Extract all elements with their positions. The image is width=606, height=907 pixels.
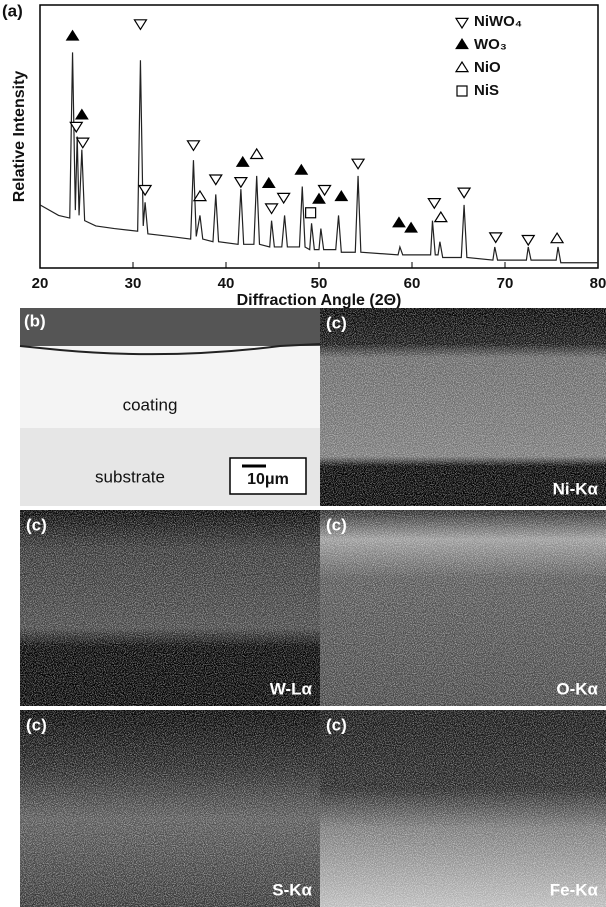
micrograph-panel: (c) W-Lα <box>20 510 320 706</box>
plot-frame <box>39 4 599 269</box>
map-speckle <box>20 710 320 907</box>
marker-niwo4 <box>276 192 291 205</box>
marker-wo3 <box>65 29 80 41</box>
marker-nio <box>433 210 448 223</box>
element-label: W-Lα <box>270 679 313 698</box>
micrograph-panel: (c) S-Kα <box>20 710 320 907</box>
element-label: O-Kα <box>556 679 598 698</box>
marker-wo3 <box>235 155 250 167</box>
spectrum <box>39 52 598 264</box>
panel-label: (a) <box>2 1 23 20</box>
map-speckle <box>320 710 606 907</box>
top-band <box>20 308 320 346</box>
marker-nis <box>456 85 468 97</box>
marker-nio <box>249 147 264 160</box>
marker-wo3 <box>294 163 309 175</box>
panel-label: (b) <box>24 311 46 330</box>
micrograph-panel: coating substrate 10μm (b) <box>19 308 321 506</box>
coating-edge <box>19 343 321 356</box>
marker-nio <box>549 231 565 244</box>
micrograph-panel: (c) O-Kα <box>320 510 606 706</box>
x-tick-label: 70 <box>497 275 514 292</box>
marker-niwo4 <box>488 232 503 244</box>
panel-text: substrate <box>95 467 165 486</box>
marker-niwo4 <box>208 174 223 186</box>
panel-label: (c) <box>26 515 47 534</box>
x-tick-label: 30 <box>125 275 142 292</box>
x-tick-label: 20 <box>32 275 49 292</box>
map-speckle <box>320 510 606 706</box>
panel-label: (c) <box>26 715 47 734</box>
scale-label: 10μm <box>247 471 289 488</box>
x-tick-label: 40 <box>218 275 235 292</box>
marker-niwo4 <box>133 19 148 31</box>
marker-niwo4 <box>264 203 279 215</box>
marker-niwo4 <box>350 158 366 170</box>
panel-text: coating <box>123 395 178 414</box>
marker-niwo4 <box>186 140 201 152</box>
x-axis-label: Diffraction Angle (2Θ) <box>237 292 402 309</box>
marker-niwo4 <box>317 184 332 197</box>
panel-label: (c) <box>326 515 347 534</box>
map-speckle <box>20 510 320 706</box>
marker-wo3 <box>74 108 89 120</box>
legend-label: WO₃ <box>474 36 507 53</box>
panel-label: (c) <box>326 715 347 734</box>
map-speckle <box>320 308 606 506</box>
marker-wo3 <box>334 190 349 202</box>
legend-label: NiWO₄ <box>474 13 522 30</box>
marker-niwo4 <box>138 184 153 197</box>
marker-nis <box>305 207 317 219</box>
marker-niwo4 <box>427 198 442 210</box>
panel-label: (c) <box>326 313 347 332</box>
element-label: S-Kα <box>272 880 312 899</box>
marker-niwo4 <box>75 137 90 149</box>
legend-label: NiO <box>474 59 501 76</box>
x-tick-label: 80 <box>590 275 606 292</box>
element-label: Fe-Kα <box>550 880 599 899</box>
marker-niwo4 <box>233 177 248 189</box>
marker-niwo4 <box>454 17 470 30</box>
scale-box <box>229 457 307 495</box>
marker-wo3 <box>392 216 406 228</box>
marker-wo3 <box>455 38 469 50</box>
marker-niwo4 <box>456 187 472 199</box>
marker-wo3 <box>312 192 326 204</box>
marker-nio <box>192 189 208 202</box>
marker-niwo4 <box>521 234 536 247</box>
x-tick-label: 60 <box>404 275 421 292</box>
micrograph-panel: (c) Fe-Kα <box>320 710 606 907</box>
element-label: Ni-Kα <box>553 479 599 498</box>
marker-wo3 <box>261 176 276 188</box>
marker-wo3 <box>404 221 418 233</box>
legend-label: NiS <box>474 82 499 99</box>
micrograph-panel: (c) Ni-Kα <box>320 308 606 506</box>
y-axis-label: Relative Intensity <box>11 71 28 203</box>
marker-nio <box>454 60 470 73</box>
x-tick-label: 50 <box>311 275 328 292</box>
marker-niwo4 <box>69 121 84 134</box>
